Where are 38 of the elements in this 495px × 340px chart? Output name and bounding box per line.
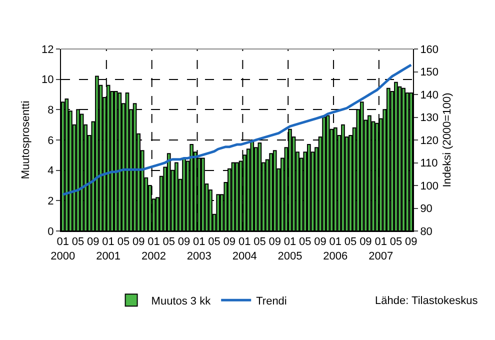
x-tick-label: 05 [208,236,220,248]
x-tick-label: 05 [390,236,402,248]
x-tick-label: 09 [223,236,236,248]
text: Lähde: Tilastokeskus [375,295,478,307]
y2-tick-label: 160 [420,44,439,56]
y2-tick-label: 110 [420,158,438,170]
x-tick-label: 09 [87,236,100,248]
y-tick-label: 0 [48,226,54,238]
y2-tick-label: 150 [420,66,439,79]
y-tick-label: 10 [42,74,54,86]
x-tick-label: 09 [314,236,326,248]
y2-axis-title: Indeksi (2000=100) [442,92,454,188]
x-tick-label: 05 [299,236,312,248]
x-tick-label: 05 [344,236,357,248]
line-series [62,64,412,196]
x-tick-label: 05 [162,236,175,248]
x-tick-label: 09 [360,236,372,248]
y2-tick-label: 120 [420,134,439,147]
y-tick-label: 2 [48,196,54,208]
y-tick-label: 12 [42,44,54,56]
y2-tick-label: 100 [420,180,439,192]
y-tick-label: 8 [48,104,54,117]
y2-tick-label: 90 [420,203,432,216]
legend-label: Trendi [256,295,287,308]
y-tick-label: 6 [48,134,54,147]
x-tick-label: 09 [404,236,418,248]
y2-tick-label: 80 [420,226,432,238]
x-tick-label: 05 [254,236,266,248]
y2-tick-label: 140 [420,89,439,102]
y-axis-title: Muutosprosentti [20,100,32,180]
x-tick-label: 09 [178,236,190,248]
x-tick-label: 09 [268,236,281,248]
legend-label: Muutos 3 kk [151,295,212,308]
y2-tick-label: 130 [420,112,439,124]
y-tick-label: 4 [48,165,54,178]
x-tick-label: 05 [117,236,130,248]
x-tick-label: 05 [72,236,84,248]
x-tick-label: 09 [132,236,145,248]
